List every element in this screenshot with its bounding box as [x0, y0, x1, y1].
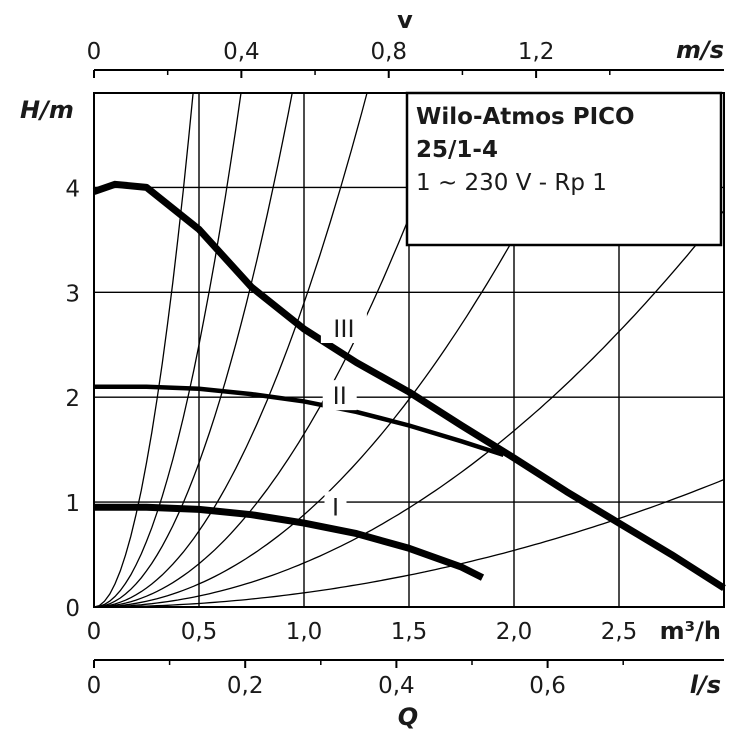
system-curve [94, 210, 725, 608]
x-axis-title: Q [398, 703, 418, 731]
model-spec: 1 ~ 230 V - Rp 1 [416, 170, 607, 196]
system-curve [94, 478, 725, 608]
curve-label-background [320, 313, 367, 344]
y-tick-label: 3 [65, 281, 80, 307]
axis-ticks: 0 0,5 1,0 1,5 2,0 2,5 0 1 2 3 4 0 0,4 0,8 1,2 0 0,2 0,4 0,… [65, 39, 637, 699]
velocity-tick-label: 0,8 [370, 39, 407, 65]
chart-title: Wilo-Atmos PICO [416, 104, 635, 130]
x-tick-label: 0,5 [181, 619, 218, 645]
velocity-tick-label: 1,2 [518, 39, 555, 65]
curve-label-background [322, 380, 357, 411]
x-tick-label: 0 [87, 619, 102, 645]
pump-curve-i [94, 503, 485, 581]
flow-ls-axis-unit: l/s [690, 671, 721, 699]
system-curve [93, 92, 368, 608]
velocity-axis: v m/s [397, 6, 724, 64]
system-curve [93, 92, 293, 608]
flow-ls-tick-label: 0,2 [227, 673, 264, 699]
y-tick-label: 4 [65, 176, 80, 202]
x-tick-label: 2,5 [601, 619, 638, 645]
curve-label-iii: III [333, 315, 354, 343]
model-number: 25/1-4 [416, 137, 498, 163]
curve-label-i: I [332, 493, 339, 521]
flow-ls-tick-label: 0 [87, 673, 102, 699]
y-tick-label: 1 [65, 491, 80, 517]
x-tick-label: 1,5 [391, 619, 428, 645]
x-tick-label: 1,0 [286, 619, 323, 645]
pump-curve-iii [92, 180, 726, 592]
curve-label-background [324, 491, 347, 522]
model-info-box: Wilo-Atmos PICO 25/1-4 1 ~ 230 V - Rp 1 [405, 91, 723, 247]
curve-label-ii: II [333, 382, 347, 410]
velocity-axis-unit: m/s [676, 36, 724, 64]
pump-curve-ii [94, 384, 505, 458]
velocity-tick-label: 0,4 [223, 39, 260, 65]
x-tick-label: 2,0 [496, 619, 533, 645]
system-curve [93, 92, 242, 608]
velocity-tick-label: 0 [87, 39, 102, 65]
system-curve [93, 92, 194, 608]
flow-ls-tick-label: 0,6 [529, 673, 566, 699]
y-tick-label: 0 [65, 596, 80, 622]
x-axis-unit: m³/h [660, 617, 721, 645]
y-tick-label: 2 [65, 386, 80, 412]
model-box-frame [405, 91, 723, 247]
system-curve [93, 92, 457, 608]
flow-ls-tick-label: 0,4 [378, 673, 415, 699]
pump-curves [92, 180, 726, 592]
y-axis-title: H/m [20, 96, 74, 124]
velocity-axis-title: v [397, 6, 413, 34]
